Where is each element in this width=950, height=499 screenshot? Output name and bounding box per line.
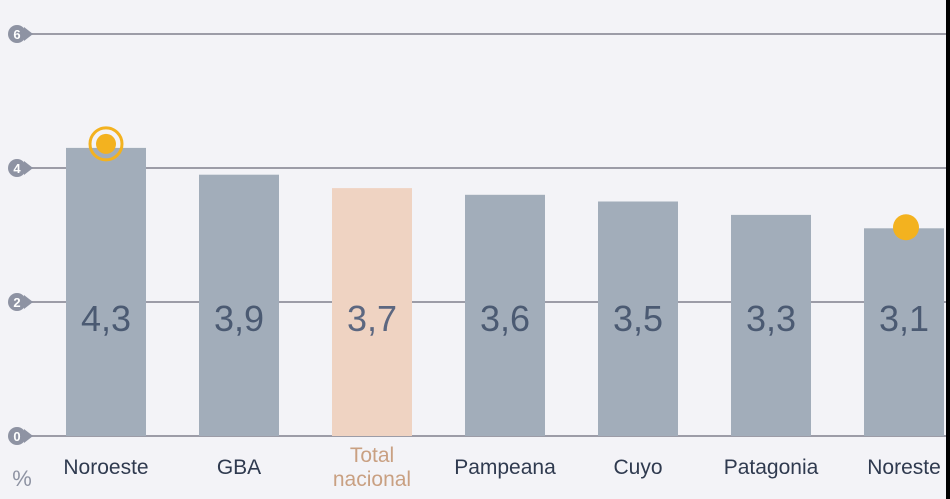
bar <box>864 228 944 436</box>
y-tick-pointer <box>24 27 33 41</box>
value-label: 4,3 <box>81 298 131 339</box>
value-label: 3,3 <box>746 298 796 339</box>
value-label: 3,1 <box>879 298 929 339</box>
bar <box>199 174 279 436</box>
value-label: 3,7 <box>347 298 397 339</box>
y-tick-badge <box>8 159 26 177</box>
y-tick-label: 0 <box>13 429 20 444</box>
bar <box>465 194 545 436</box>
y-tick-label: 6 <box>13 27 20 42</box>
marker-ring <box>88 126 124 162</box>
bar <box>66 147 146 436</box>
y-tick-pointer <box>24 295 33 309</box>
category-label: Total <box>350 444 394 467</box>
category-label: Noreste <box>867 456 941 479</box>
marker-layer <box>88 126 919 241</box>
y-tick-badge <box>8 293 26 311</box>
category-label: Patagonia <box>724 456 819 479</box>
marker-dot <box>96 133 116 154</box>
y-axis-label: % <box>12 466 32 491</box>
category-label: Pampeana <box>454 456 556 479</box>
category-label: Cuyo <box>613 456 662 479</box>
category-label: nacional <box>333 468 411 491</box>
bar-layer <box>66 147 944 436</box>
bar <box>598 201 678 436</box>
y-tick-pointer <box>24 161 33 175</box>
marker-dot <box>893 214 919 241</box>
bar <box>731 214 811 436</box>
window-edge <box>946 0 950 499</box>
y-tick-pointer <box>24 429 33 443</box>
value-label: 3,9 <box>214 298 264 339</box>
y-tick-badge <box>8 427 26 445</box>
bar <box>332 188 412 436</box>
value-label: 3,6 <box>480 298 530 339</box>
value-label: 3,5 <box>613 298 663 339</box>
y-tick-badge <box>8 25 26 43</box>
category-label: Noroeste <box>63 456 148 479</box>
y-tick-label: 4 <box>13 161 21 176</box>
y-tick-label: 2 <box>13 295 20 310</box>
category-label: GBA <box>217 456 261 479</box>
